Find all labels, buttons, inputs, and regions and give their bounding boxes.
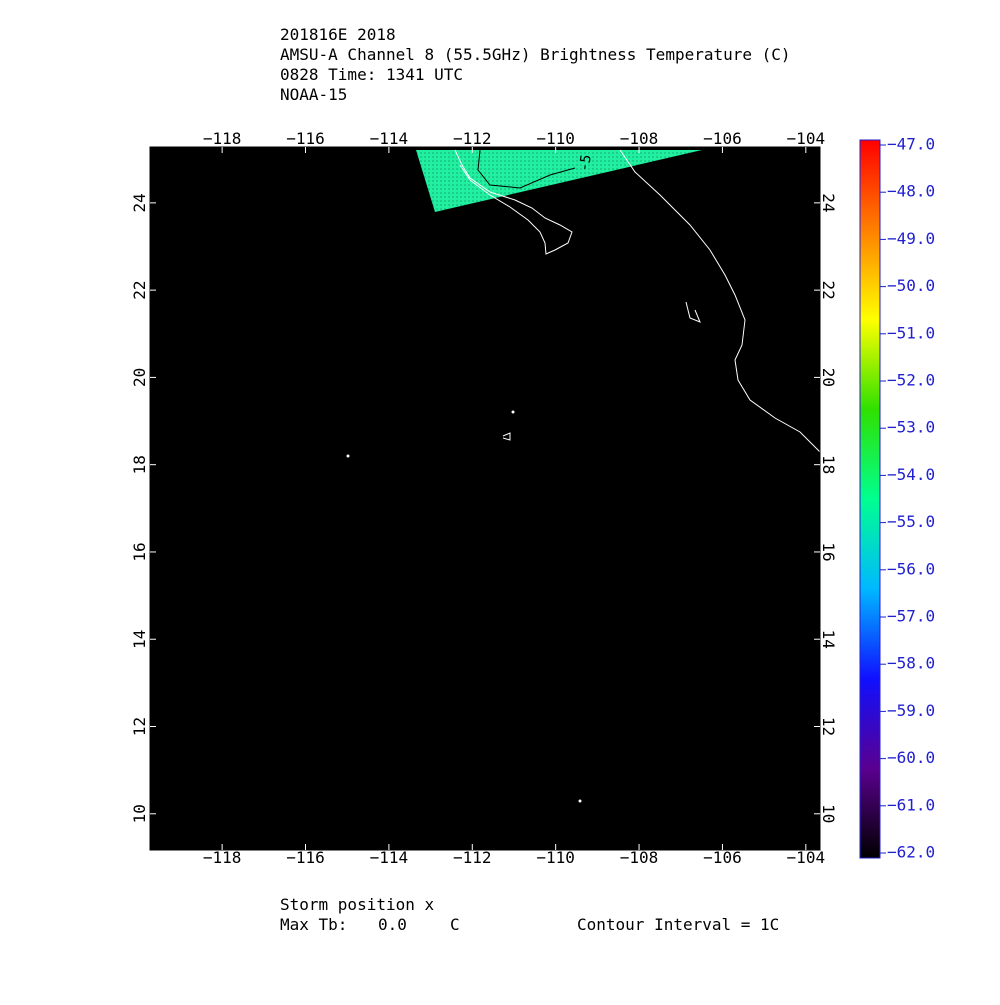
x-tick-label: −112 xyxy=(453,129,492,148)
x-tick-label: −118 xyxy=(203,129,242,148)
colorbar-tick-label: −61.0 xyxy=(887,795,935,814)
x-tick-label: −108 xyxy=(620,129,659,148)
x-tick-label: −116 xyxy=(286,848,325,867)
colorbar-tick-label: −49.0 xyxy=(887,229,935,248)
colorbar-tick-label: −57.0 xyxy=(887,607,935,626)
colorbar-tick-label: −60.0 xyxy=(887,748,935,767)
title-line: 201816E 2018 xyxy=(280,25,396,44)
storm-position: Storm position x xyxy=(280,895,434,914)
island xyxy=(685,301,701,323)
island xyxy=(511,410,515,414)
x-tick-label: −112 xyxy=(453,848,492,867)
coastline xyxy=(619,149,821,453)
y-tick-label: 18 xyxy=(819,455,838,474)
x-tick-label: −114 xyxy=(370,848,409,867)
y-tick-label: 10 xyxy=(130,804,149,823)
contour-interval: Contour Interval = 1C xyxy=(577,915,779,934)
x-tick-label: −104 xyxy=(787,848,826,867)
y-tick-label: 20 xyxy=(819,368,838,387)
y-tick-label: 12 xyxy=(130,717,149,736)
island xyxy=(346,454,350,458)
colorbar-tick-label: −59.0 xyxy=(887,701,935,720)
colorbar-tick-label: −55.0 xyxy=(887,512,935,531)
title-line: 0828 Time: 1341 UTC xyxy=(280,65,463,84)
y-tick-label: 22 xyxy=(130,280,149,299)
x-tick-label: −106 xyxy=(703,848,742,867)
colorbar-tick-label: −52.0 xyxy=(887,371,935,390)
island xyxy=(578,799,582,803)
max-tb-label: Max Tb: xyxy=(280,915,347,934)
x-tick-label: −110 xyxy=(536,848,575,867)
x-tick-label: −104 xyxy=(787,129,826,148)
colorbar-tick-label: −47.0 xyxy=(887,135,935,154)
colorbar xyxy=(859,139,881,859)
max-tb-value: 0.0 xyxy=(378,915,407,934)
y-tick-label: 24 xyxy=(819,193,838,212)
island xyxy=(502,432,511,441)
x-tick-label: −116 xyxy=(286,129,325,148)
colorbar-tick-label: −53.0 xyxy=(887,418,935,437)
colorbar-tick-label: −62.0 xyxy=(887,843,935,862)
colorbar-tick-label: −54.0 xyxy=(887,465,935,484)
x-tick-label: −108 xyxy=(620,848,659,867)
y-tick-label: 14 xyxy=(130,630,149,649)
y-tick-label: 24 xyxy=(130,193,149,212)
colorbar-tick-label: −48.0 xyxy=(887,182,935,201)
y-tick-label: 20 xyxy=(130,368,149,387)
colorbar-tick-label: −56.0 xyxy=(887,559,935,578)
y-tick-label: 10 xyxy=(819,804,838,823)
map-area xyxy=(149,146,821,851)
x-tick-label: −114 xyxy=(370,129,409,148)
contour-label: -5 xyxy=(576,153,595,172)
contour xyxy=(477,149,576,189)
colorbar-tick-label: −50.0 xyxy=(887,276,935,295)
x-tick-label: −110 xyxy=(536,129,575,148)
y-tick-label: 16 xyxy=(130,542,149,561)
y-tick-label: 22 xyxy=(819,280,838,299)
y-tick-label: 18 xyxy=(130,455,149,474)
max-tb-unit: C xyxy=(450,915,460,934)
x-tick-label: −118 xyxy=(203,848,242,867)
y-tick-label: 14 xyxy=(819,630,838,649)
x-tick-label: −106 xyxy=(703,129,742,148)
coastline xyxy=(454,149,573,255)
y-tick-label: 16 xyxy=(819,542,838,561)
title-line: NOAA-15 xyxy=(280,85,347,104)
y-tick-label: 12 xyxy=(819,717,838,736)
title-line: AMSU-A Channel 8 (55.5GHz) Brightness Te… xyxy=(280,45,791,64)
colorbar-tick-label: −58.0 xyxy=(887,654,935,673)
map-frame xyxy=(149,146,821,851)
colorbar-tick-label: −51.0 xyxy=(887,323,935,342)
